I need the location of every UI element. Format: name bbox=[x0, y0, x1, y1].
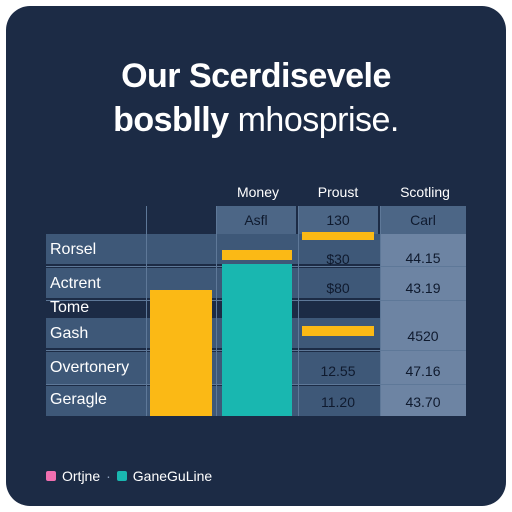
scotling-value: 43.70 bbox=[405, 394, 441, 410]
scotling-value: 44.15 bbox=[405, 250, 441, 266]
grid-line bbox=[298, 206, 299, 416]
scotling-value: 43.19 bbox=[405, 280, 441, 296]
chart-title-line-1: Our Scerdisevele bbox=[121, 57, 391, 95]
scotling-value: 4520 bbox=[407, 328, 439, 344]
bar-accent-proust-mid bbox=[302, 326, 374, 336]
chart-title-line-2: bosblly mhosprise. bbox=[6, 100, 506, 140]
grid-line bbox=[380, 206, 381, 416]
chart-card: Our Scerdisevele bosblly mhosprise. Mone… bbox=[6, 6, 506, 506]
row-label: Geragle bbox=[50, 391, 107, 408]
subheader-cell-proust: 130 bbox=[298, 206, 378, 234]
row-label: Tome bbox=[50, 299, 90, 316]
chart-title-bold: bosblly bbox=[113, 101, 229, 139]
bar-teal-money bbox=[222, 264, 292, 416]
legend-swatch-ganeguline bbox=[116, 471, 127, 481]
row-label: Gash bbox=[50, 325, 89, 342]
proust-value: $80 bbox=[326, 280, 350, 296]
bar-accent-money bbox=[222, 250, 292, 260]
column-header-money: Money bbox=[236, 184, 280, 200]
column-header-scotling: Scotling bbox=[400, 184, 450, 200]
scotling-value: 47.16 bbox=[405, 363, 441, 379]
proust-value: 11.20 bbox=[321, 394, 355, 410]
scotling-column-bg bbox=[380, 234, 466, 416]
legend-separator: · bbox=[106, 468, 111, 484]
subheader-cell-money: Asfl bbox=[216, 206, 296, 234]
chart-legend: Ortjne · GaneGuLine bbox=[46, 468, 212, 484]
column-header-proust: Proust bbox=[317, 184, 359, 200]
grid-line bbox=[146, 206, 147, 416]
proust-value: 12.55 bbox=[320, 363, 356, 379]
legend-label-ortjne: Ortjne bbox=[62, 468, 101, 484]
bar-yellow-money bbox=[150, 290, 212, 416]
legend-label-ganeguline: GaneGuLine bbox=[132, 468, 213, 484]
chart-title-light: mhosprise. bbox=[237, 101, 400, 139]
legend-swatch-ortjne bbox=[46, 471, 56, 481]
row-label: Overtonery bbox=[50, 359, 130, 376]
row-label: Rorsel bbox=[50, 241, 97, 258]
grid-line bbox=[216, 206, 217, 416]
proust-value: $30 bbox=[326, 251, 350, 267]
row-label: Actrent bbox=[50, 275, 101, 292]
bar-accent-proust-top bbox=[302, 232, 374, 240]
subheader-cell-scotling: Carl bbox=[380, 206, 466, 234]
